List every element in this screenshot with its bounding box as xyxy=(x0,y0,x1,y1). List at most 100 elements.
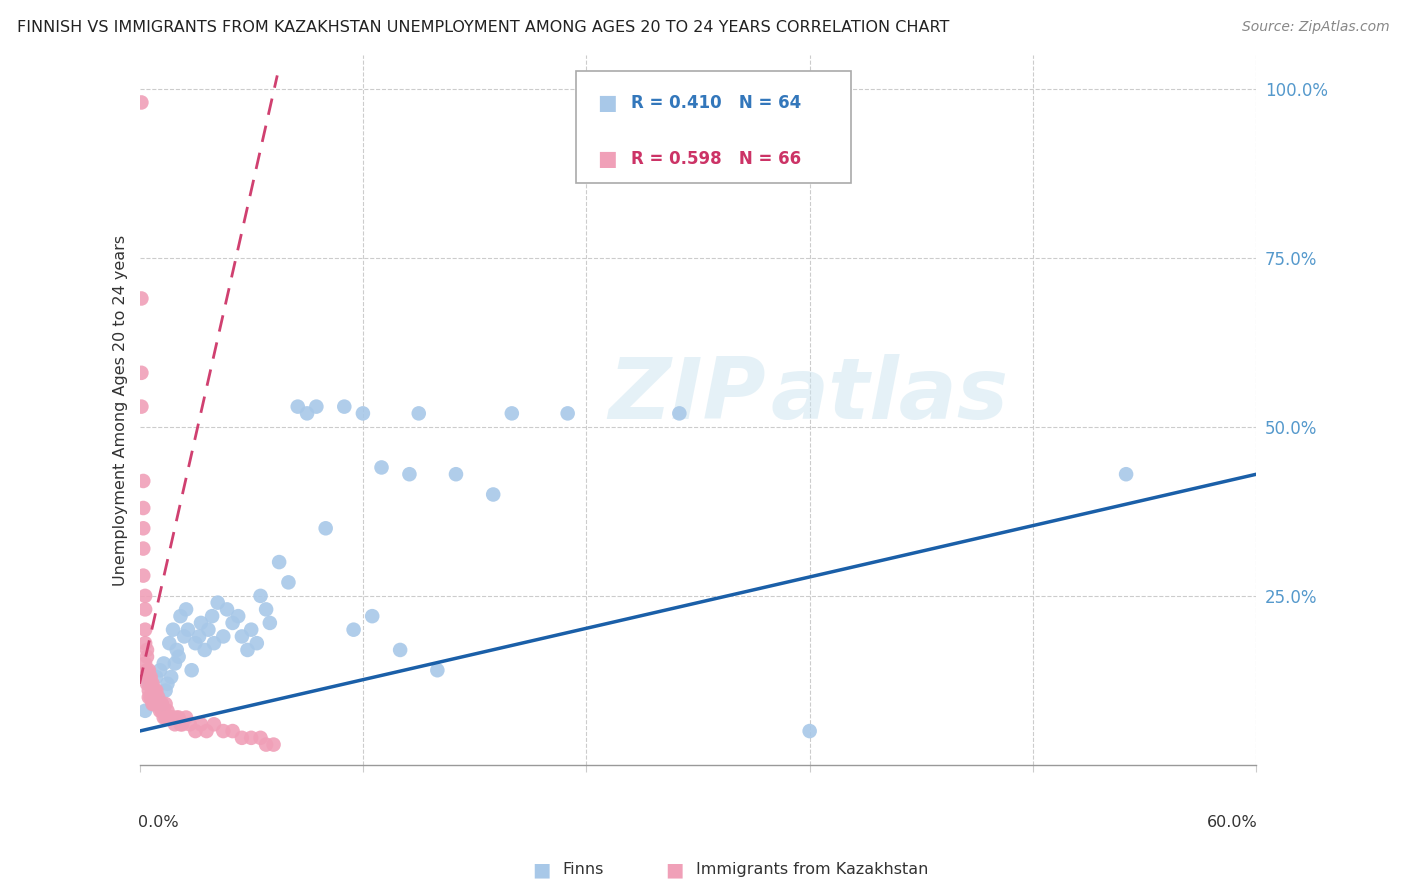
Point xyxy=(131,95,153,110)
Point xyxy=(134,657,156,671)
Y-axis label: Unemployment Among Ages 20 to 24 years: Unemployment Among Ages 20 to 24 years xyxy=(114,235,128,585)
Text: atlas: atlas xyxy=(770,354,1008,437)
Point xyxy=(231,629,253,643)
Point xyxy=(166,643,188,657)
Point xyxy=(152,657,174,671)
Point xyxy=(132,474,155,488)
Point xyxy=(138,683,160,698)
Point xyxy=(132,568,155,582)
Point xyxy=(188,629,211,643)
Point xyxy=(166,710,188,724)
Point xyxy=(139,677,162,691)
Point xyxy=(139,690,162,705)
Text: ■: ■ xyxy=(665,860,685,880)
Point xyxy=(352,406,374,420)
Text: Immigrants from Kazakhstan: Immigrants from Kazakhstan xyxy=(696,863,928,877)
Point xyxy=(131,400,153,414)
Point xyxy=(152,704,174,718)
Point xyxy=(139,690,162,705)
Point xyxy=(145,670,167,684)
Point xyxy=(254,602,277,616)
Text: 60.0%: 60.0% xyxy=(1206,814,1257,830)
Point xyxy=(149,704,172,718)
Point xyxy=(145,697,167,711)
Point xyxy=(212,724,235,739)
Point xyxy=(134,602,156,616)
Point xyxy=(398,467,420,482)
Point xyxy=(174,710,197,724)
Point xyxy=(167,710,190,724)
Point xyxy=(162,623,184,637)
Point xyxy=(315,521,337,535)
Text: Finns: Finns xyxy=(562,863,603,877)
Point xyxy=(163,657,186,671)
Point xyxy=(156,677,179,691)
Point xyxy=(142,697,165,711)
Point xyxy=(277,575,299,590)
Point xyxy=(143,683,166,698)
Point xyxy=(501,406,523,420)
Point xyxy=(138,690,160,705)
Point xyxy=(215,602,238,616)
Point xyxy=(333,400,356,414)
Text: ■: ■ xyxy=(598,93,617,112)
Point xyxy=(287,400,309,414)
Point xyxy=(131,366,153,380)
Point xyxy=(184,636,207,650)
Point xyxy=(169,717,191,731)
Point xyxy=(207,596,229,610)
Point xyxy=(249,731,271,745)
Point xyxy=(139,670,162,684)
Point xyxy=(134,589,156,603)
Point xyxy=(134,704,156,718)
Point xyxy=(138,677,160,691)
Point xyxy=(1115,467,1137,482)
Point xyxy=(169,609,191,624)
Point xyxy=(179,717,201,731)
Point xyxy=(799,724,821,739)
Point xyxy=(134,636,156,650)
Point xyxy=(177,623,200,637)
Point xyxy=(143,697,166,711)
Point xyxy=(132,541,155,556)
Point xyxy=(167,649,190,664)
Point xyxy=(150,697,173,711)
Text: R = 0.410   N = 64: R = 0.410 N = 64 xyxy=(631,94,801,112)
Text: R = 0.598   N = 66: R = 0.598 N = 66 xyxy=(631,150,801,168)
Point xyxy=(149,663,172,677)
Point xyxy=(426,663,449,677)
Point xyxy=(201,609,224,624)
Point xyxy=(482,487,505,501)
Point xyxy=(150,704,173,718)
Point xyxy=(142,697,165,711)
Point xyxy=(155,697,177,711)
Point xyxy=(269,555,291,569)
Point xyxy=(249,589,271,603)
Point xyxy=(408,406,430,420)
Point xyxy=(156,704,179,718)
Point xyxy=(254,738,277,752)
Point xyxy=(190,717,212,731)
Text: Source: ZipAtlas.com: Source: ZipAtlas.com xyxy=(1241,20,1389,34)
Point xyxy=(184,724,207,739)
Point xyxy=(389,643,412,657)
Point xyxy=(136,663,159,677)
Point xyxy=(231,731,253,745)
Point xyxy=(136,677,159,691)
Point xyxy=(236,643,259,657)
Point xyxy=(142,683,165,698)
Point xyxy=(146,697,169,711)
Point xyxy=(157,710,180,724)
Point xyxy=(131,292,153,306)
Point xyxy=(240,731,263,745)
Point xyxy=(136,643,159,657)
Point xyxy=(180,663,202,677)
Point xyxy=(155,710,177,724)
Point xyxy=(160,710,183,724)
Point xyxy=(190,615,212,630)
Point xyxy=(263,738,285,752)
Point xyxy=(134,623,156,637)
Point xyxy=(221,724,243,739)
Point xyxy=(132,501,155,516)
Point xyxy=(145,683,167,698)
